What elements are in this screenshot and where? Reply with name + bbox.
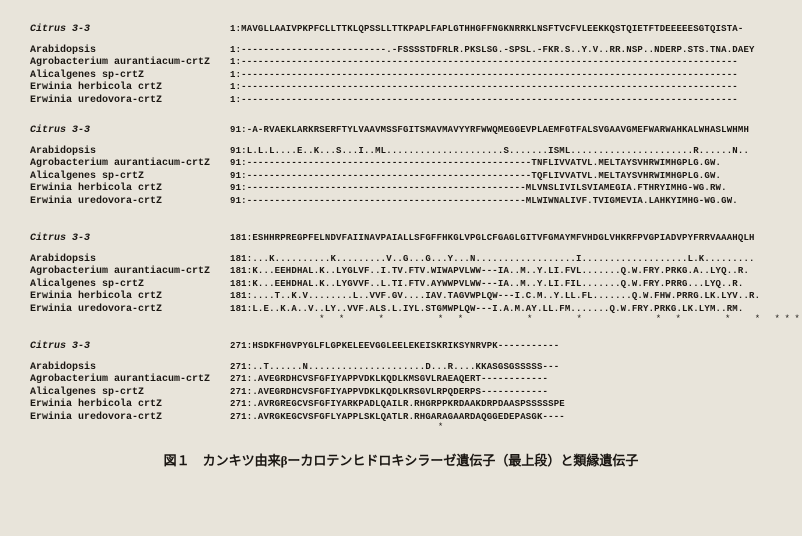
sequence-text: 181:....T..K.V........L..VVF.GV....IAV.T… bbox=[230, 291, 760, 302]
organism-label: Arabidopsis bbox=[30, 45, 230, 58]
sequence-row: Citrus 3-3271:HSDKFHGVPYGLFLGPKELEEVGGLE… bbox=[30, 341, 772, 354]
sequence-row: Alicalgenes sp-crtZ181:K...EEHDHAL.K..LY… bbox=[30, 279, 772, 292]
sequence-text: 271:.AVEGRDHCVSFGFIYAPPVDKLKQDLKRSGVLRPQ… bbox=[230, 387, 548, 398]
sequence-row: Alicalgenes sp-crtZ271:.AVEGRDHCVSFGFIYA… bbox=[30, 387, 772, 400]
sequence-text: 271:HSDKFHGVPYGLFLGPKELEEVGGLEELEKEISKRI… bbox=[230, 341, 559, 352]
organism-label: Alicalgenes sp-crtZ bbox=[30, 387, 230, 400]
organism-label: Erwinia uredovora-crtZ bbox=[30, 412, 230, 425]
sequence-row: Agrobacterium aurantiacum-crtZ91:-------… bbox=[30, 158, 772, 171]
organism-label: Agrobacterium aurantiacum-crtZ bbox=[30, 158, 230, 171]
organism-label: Citrus 3-3 bbox=[30, 233, 230, 246]
sequence-row: Alicalgenes sp-crtZ1:-------------------… bbox=[30, 70, 772, 83]
sequence-row: Arabidopsis1:--------------------------.… bbox=[30, 45, 772, 58]
alignment-block: Citrus 3-3271:HSDKFHGVPYGLFLGPKELEEVGGLE… bbox=[30, 341, 772, 431]
sequence-text: 1:--------------------------------------… bbox=[230, 95, 738, 106]
sequence-row: Arabidopsis91:L.L.L....E..K...S...I..ML.… bbox=[30, 146, 772, 159]
sequence-text: 271:..T......N.....................D...R… bbox=[230, 362, 559, 373]
sequence-row: Erwinia herbicola crtZ1:----------------… bbox=[30, 82, 772, 95]
conservation-markers: * bbox=[30, 424, 772, 431]
sequence-row: Agrobacterium aurantiacum-crtZ181:K...EE… bbox=[30, 266, 772, 279]
sequence-text: 181:...K..........K.........V..G...G...Y… bbox=[230, 254, 755, 265]
sequence-row: Citrus 3-31:MAVGLLAAIVPKPFCLLTTKLQPSSLLT… bbox=[30, 24, 772, 37]
sequence-text: 1:--------------------------------------… bbox=[230, 70, 738, 81]
organism-label: Arabidopsis bbox=[30, 362, 230, 375]
organism-label: Arabidopsis bbox=[30, 254, 230, 267]
sequence-text: 1:--------------------------.-FSSSSTDFRL… bbox=[230, 45, 755, 56]
figure-caption: 図１ カンキツ由来βーカロテンヒドロキシラーゼ遺伝子（最上段）と類縁遺伝子 bbox=[30, 450, 772, 469]
sequence-row: Citrus 3-391:-A-RVAEKLARKRSERFTYLVAAVMSS… bbox=[30, 125, 772, 138]
sequence-text: 91:-------------------------------------… bbox=[230, 183, 727, 194]
sequence-row: Erwinia uredovora-crtZ1:----------------… bbox=[30, 95, 772, 108]
organism-label: Agrobacterium aurantiacum-crtZ bbox=[30, 57, 230, 70]
alignment-block: Citrus 3-3181:ESHHRPREGPFELNDVFAIINAVPAI… bbox=[30, 233, 772, 323]
sequence-row: Citrus 3-3181:ESHHRPREGPFELNDVFAIINAVPAI… bbox=[30, 233, 772, 246]
organism-label: Erwinia uredovora-crtZ bbox=[30, 196, 230, 209]
organism-label: Citrus 3-3 bbox=[30, 125, 230, 138]
organism-label: Alicalgenes sp-crtZ bbox=[30, 171, 230, 184]
sequence-text: 271:.AVEGRDHCVSFGFIYAPPVDKLKQDLKMSGVLRAE… bbox=[230, 374, 548, 385]
organism-label: Erwinia uredovora-crtZ bbox=[30, 304, 230, 317]
organism-label: Arabidopsis bbox=[30, 146, 230, 159]
organism-label: Erwinia herbicola crtZ bbox=[30, 291, 230, 304]
sequence-text: 181:ESHHRPREGPFELNDVFAIINAVPAIALLSFGFFHK… bbox=[230, 233, 755, 244]
organism-label: Citrus 3-3 bbox=[30, 24, 230, 37]
conservation-markers: * * * * * * * * * * * ***** * ** * bbox=[30, 316, 772, 323]
sequence-row: Arabidopsis271:..T......N...............… bbox=[30, 362, 772, 375]
sequence-text: 91:-A-RVAEKLARKRSERFTYLVAAVMSSFGITSMAVMA… bbox=[230, 125, 749, 136]
sequence-text: 1:--------------------------------------… bbox=[230, 57, 738, 68]
sequence-text: 91:-------------------------------------… bbox=[230, 158, 721, 169]
sequence-row: Erwinia herbicola crtZ271:.AVRGREGCVSFGF… bbox=[30, 399, 772, 412]
alignment-block: Citrus 3-31:MAVGLLAAIVPKPFCLLTTKLQPSSLLT… bbox=[30, 24, 772, 107]
sequence-row: Arabidopsis181:...K..........K.........V… bbox=[30, 254, 772, 267]
sequence-text: 181:K...EEHDHAL.K..LYGLVF..I.TV.FTV.WIWA… bbox=[230, 266, 749, 277]
sequence-row: Alicalgenes sp-crtZ91:------------------… bbox=[30, 171, 772, 184]
sequence-alignment: Citrus 3-31:MAVGLLAAIVPKPFCLLTTKLQPSSLLT… bbox=[30, 24, 772, 432]
organism-label: Erwinia herbicola crtZ bbox=[30, 399, 230, 412]
sequence-row: Agrobacterium aurantiacum-crtZ1:--------… bbox=[30, 57, 772, 70]
sequence-row: Agrobacterium aurantiacum-crtZ271:.AVEGR… bbox=[30, 374, 772, 387]
organism-label: Erwinia uredovora-crtZ bbox=[30, 95, 230, 108]
organism-label: Alicalgenes sp-crtZ bbox=[30, 279, 230, 292]
sequence-text: 91:L.L.L....E..K...S...I..ML............… bbox=[230, 146, 749, 157]
organism-label: Agrobacterium aurantiacum-crtZ bbox=[30, 266, 230, 279]
sequence-text: 91:-------------------------------------… bbox=[230, 171, 721, 182]
organism-label: Erwinia herbicola crtZ bbox=[30, 183, 230, 196]
sequence-text: 1:MAVGLLAAIVPKPFCLLTTKLQPSSLLTTKPAPLFAPL… bbox=[230, 24, 743, 35]
organism-label: Agrobacterium aurantiacum-crtZ bbox=[30, 374, 230, 387]
sequence-text: 271:.AVRGREGCVSFGFIYARKPADLQAILR.RHGRPPK… bbox=[230, 399, 565, 410]
sequence-row: Erwinia herbicola crtZ91:---------------… bbox=[30, 183, 772, 196]
sequence-row: Erwinia herbicola crtZ181:....T..K.V....… bbox=[30, 291, 772, 304]
organism-label: Alicalgenes sp-crtZ bbox=[30, 70, 230, 83]
organism-label: Citrus 3-3 bbox=[30, 341, 230, 354]
organism-label: Erwinia herbicola crtZ bbox=[30, 82, 230, 95]
sequence-text: 1:--------------------------------------… bbox=[230, 82, 738, 93]
sequence-text: 181:K...EEHDHAL.K..LYGVVF..L.TI.FTV.AYWW… bbox=[230, 279, 743, 290]
alignment-block: Citrus 3-391:-A-RVAEKLARKRSERFTYLVAAVMSS… bbox=[30, 125, 772, 215]
conservation-markers: * * * * * bbox=[30, 208, 772, 215]
